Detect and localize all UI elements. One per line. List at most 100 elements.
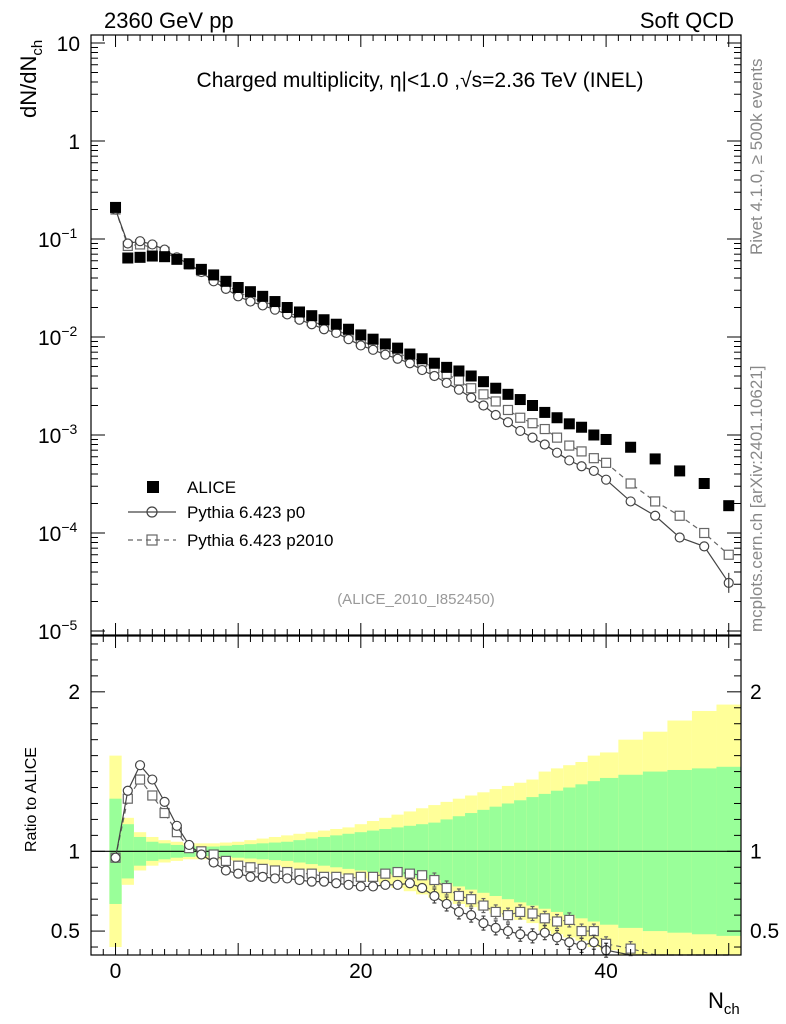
ratio-point-p0	[282, 873, 293, 884]
point-p0	[576, 461, 587, 472]
point-p2010	[600, 457, 612, 468]
point-p0	[502, 417, 514, 428]
point-alice	[146, 250, 158, 262]
legend-marker-alice	[147, 481, 159, 493]
point-alice	[183, 258, 195, 270]
point-p0	[257, 300, 268, 311]
point-alice	[293, 306, 305, 318]
point-alice	[551, 412, 563, 424]
ratio-point-p0	[551, 932, 563, 943]
point-p2010	[723, 549, 734, 560]
legend-marker-p0	[146, 506, 158, 518]
ratio-point-p2010	[490, 906, 501, 918]
x-tick-label: 0	[110, 960, 122, 983]
point-p2010	[699, 527, 710, 539]
point-alice	[379, 338, 391, 350]
point-p0	[392, 353, 403, 364]
point-alice	[477, 376, 489, 388]
ratio-point-p0	[257, 871, 268, 882]
point-alice	[649, 453, 661, 465]
point-p0	[453, 384, 465, 395]
point-alice	[269, 296, 281, 308]
y-tick-base: 10	[38, 327, 61, 350]
ratio-tick-label-left: 0.5	[51, 920, 80, 943]
ratio-point-p0	[208, 857, 219, 868]
y-axis-label: dN/dNch	[16, 40, 46, 118]
point-p2010	[490, 396, 501, 407]
ratio-point-p2010	[429, 874, 440, 886]
x-tick-label: 20	[349, 960, 372, 983]
point-p0	[318, 324, 330, 335]
ratio-point-p0	[392, 879, 403, 890]
y-tick-exp: −1	[61, 225, 77, 241]
ratio-point-p0	[429, 890, 440, 902]
ratio-tick-label-right: 1	[750, 840, 762, 863]
ratio-point-p0	[343, 879, 354, 890]
side-label-mcplots: mcplots.cern.ch [arXiv:2401.10621]	[747, 366, 766, 632]
ratio-point-p2010	[466, 894, 477, 905]
ratio-point-p0	[306, 876, 317, 887]
chart-title: Charged multiplicity, η|<1.0 ,√s=2.36 Te…	[197, 69, 644, 92]
ratio-point-p2010	[441, 882, 452, 894]
point-p0	[404, 358, 415, 369]
ratio-tick-label-right: 0.5	[750, 920, 779, 943]
y-tick-label: 10−4	[38, 519, 78, 546]
point-p2010	[650, 496, 661, 507]
point-p0	[367, 344, 379, 355]
point-p2010	[564, 440, 575, 451]
point-p0	[417, 364, 428, 376]
point-alice	[232, 281, 244, 293]
ratio-point-p0	[331, 878, 342, 889]
point-alice	[588, 429, 600, 441]
main-frame	[90, 34, 742, 636]
point-p0	[331, 327, 342, 339]
ratio-point-p0	[417, 882, 428, 894]
point-p2010	[576, 446, 587, 457]
point-alice	[244, 286, 256, 298]
ratio-point-p0	[269, 873, 281, 884]
series-line-1	[114, 209, 730, 584]
point-alice	[502, 388, 514, 400]
legend-label-p2010: Pythia 6.423 p2010	[187, 531, 334, 550]
header-left: 2360 GeV pp	[104, 8, 234, 33]
ratio-point-p0	[245, 871, 256, 882]
ratio-point-p2010	[478, 900, 489, 911]
legend-label-p0: Pythia 6.423 p0	[187, 503, 305, 522]
ratio-point-p2010	[134, 774, 146, 785]
ratio-point-p0	[564, 937, 575, 948]
point-alice	[220, 275, 232, 287]
point-p2010	[515, 412, 526, 423]
point-p0	[539, 439, 550, 450]
ratio-axis-label: Ratio to ALICE	[23, 747, 40, 852]
point-p0	[588, 465, 599, 477]
point-alice	[392, 342, 404, 354]
point-p0	[478, 400, 489, 411]
point-p0	[122, 238, 133, 249]
point-p2010	[625, 478, 636, 489]
ratio-point-p0	[466, 910, 477, 921]
point-alice	[465, 370, 477, 382]
point-alice	[600, 433, 612, 445]
ratio-point-p2010	[147, 790, 158, 801]
ratio-point-p0	[490, 922, 501, 933]
ratio-point-p0	[122, 785, 133, 796]
y-tick-exp: −5	[61, 617, 77, 633]
ratio-point-p0	[233, 868, 244, 879]
point-alice	[490, 382, 502, 394]
point-p0	[233, 291, 244, 302]
ratio-point-p0	[220, 865, 232, 876]
ratio-point-p2010	[417, 870, 428, 881]
point-alice	[110, 201, 122, 213]
ratio-point-p0	[576, 940, 587, 951]
point-alice	[563, 418, 575, 430]
ratio-point-p0	[453, 906, 465, 918]
y-tick-base: 10	[38, 425, 61, 448]
point-alice	[698, 477, 710, 489]
ratio-point-p0	[147, 774, 158, 785]
point-alice	[318, 314, 330, 326]
point-alice	[343, 323, 355, 335]
main-data	[110, 201, 735, 593]
ratio-point-p2010	[367, 871, 379, 882]
ratio-point-p2010	[539, 913, 550, 924]
